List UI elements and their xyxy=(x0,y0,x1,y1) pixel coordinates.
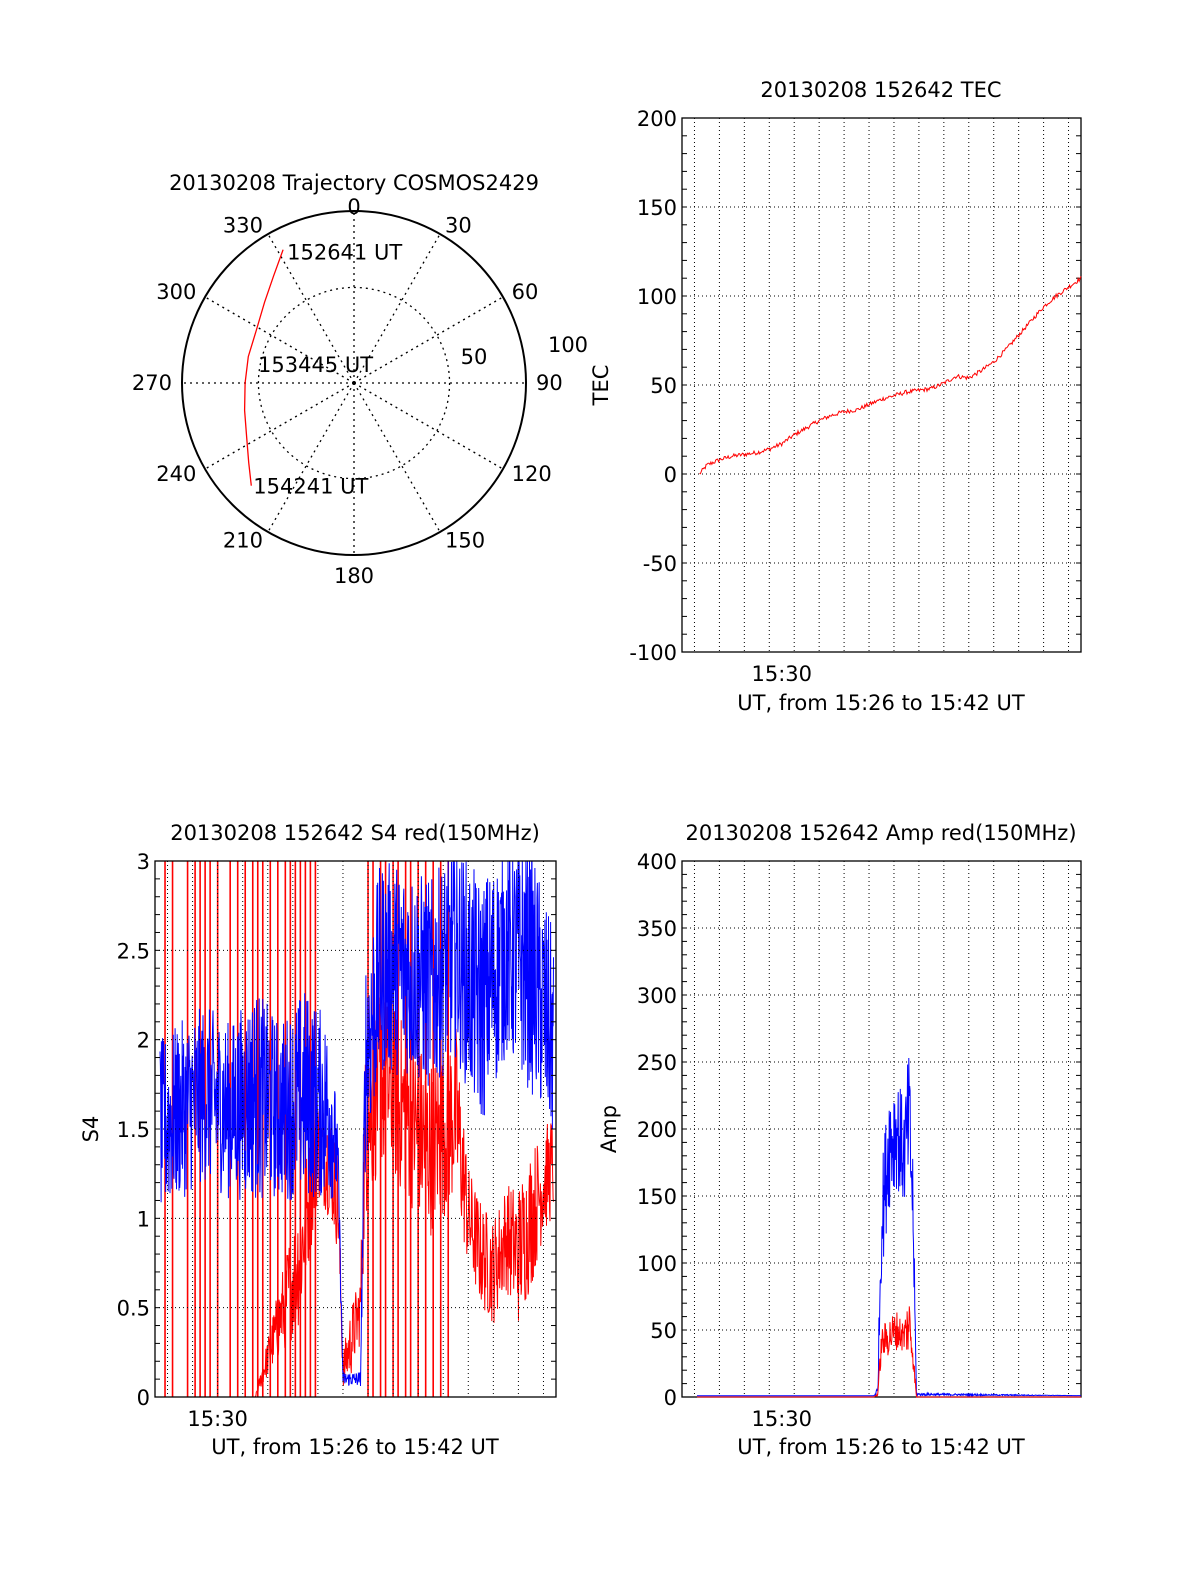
polar-spoke xyxy=(204,296,355,384)
tec-ytick-label: 200 xyxy=(637,107,677,131)
amp-series xyxy=(697,1057,1081,1398)
amp-xtick-label: 15:30 xyxy=(751,1407,812,1431)
tec-ytick-label: -50 xyxy=(643,552,677,576)
amp-blue-line xyxy=(697,1057,1081,1398)
amp-ytick-label: 50 xyxy=(650,1319,677,1343)
polar-azimuth-label: 330 xyxy=(223,213,263,237)
polar-annotation-end: 154241 UT xyxy=(253,475,368,499)
amp-ytick-label: 100 xyxy=(637,1252,677,1276)
tec-frame xyxy=(681,117,1082,653)
s4-ytick-label: 3 xyxy=(137,850,150,874)
amp-ytick-label: 0 xyxy=(664,1386,677,1410)
amp-ylabel: Amp xyxy=(597,1105,621,1153)
polar-spoke xyxy=(353,382,441,533)
polar-grid xyxy=(181,210,527,556)
polar-azimuth-label: 240 xyxy=(156,462,196,486)
s4-series xyxy=(159,860,554,1398)
amp-ytick-label: 300 xyxy=(637,984,677,1008)
tec-title: 20130208 152642 TEC xyxy=(760,78,1001,102)
polar-spoke xyxy=(353,382,504,470)
tec-ytick-label: 0 xyxy=(664,463,677,487)
polar-radial-label: 100 xyxy=(548,333,588,357)
s4-ytick-label: 1.5 xyxy=(117,1118,150,1142)
tec-plot: 20130208 152642 TEC TEC UT, from 15:26 t… xyxy=(589,78,1082,715)
tec-ytick-label: 100 xyxy=(637,285,677,309)
amp-plot: 20130208 152642 Amp red(150MHz) Amp UT, … xyxy=(597,821,1082,1459)
s4-ytick-label: 1 xyxy=(137,1207,150,1231)
tec-series xyxy=(699,276,1082,475)
tec-ytick-label: 50 xyxy=(650,374,677,398)
amp-ytick-label: 400 xyxy=(637,850,677,874)
tec-ytick-label: 150 xyxy=(637,196,677,220)
polar-azimuth-label: 30 xyxy=(445,213,472,237)
polar-azimuth-label: 90 xyxy=(536,371,563,395)
s4-frame xyxy=(154,860,557,1398)
amp-frame xyxy=(681,860,1082,1398)
polar-trajectory-line xyxy=(243,249,284,486)
polar-azimuth-label: 180 xyxy=(334,564,374,588)
polar-outer-ring xyxy=(181,210,527,556)
polar-azimuth-label: 210 xyxy=(223,529,263,553)
s4-xtick-label: 15:30 xyxy=(187,1407,248,1431)
s4-plot: 20130208 152642 S4 red(150MHz) S4 UT, fr… xyxy=(79,821,557,1459)
s4-axes: 0 0.5 1 1.5 2 2.5 3 15:30 xyxy=(117,850,557,1431)
amp-ytick-label: 250 xyxy=(637,1051,677,1075)
polar-annotation-start: 152641 UT xyxy=(287,241,402,265)
amp-axes: 0 50 100 150 200 250 300 350 400 15:30 xyxy=(637,850,1082,1431)
polar-radial-label: 50 xyxy=(461,345,488,369)
polar-annotation-mid: 153445 UT xyxy=(258,353,373,377)
polar-azimuth-label: 120 xyxy=(512,462,552,486)
amp-ytick-label: 150 xyxy=(637,1185,677,1209)
s4-ytick-label: 0 xyxy=(137,1386,150,1410)
tec-axes: -100 -50 0 50 100 150 200 15:30 xyxy=(629,107,1082,686)
tec-xlabel: UT, from 15:26 to 15:42 UT xyxy=(737,691,1025,715)
s4-ytick-label: 0.5 xyxy=(117,1297,150,1321)
tec-red-line xyxy=(699,276,1082,475)
polar-spoke xyxy=(204,382,355,470)
s4-blue-line xyxy=(159,860,554,1387)
s4-title: 20130208 152642 S4 red(150MHz) xyxy=(170,821,540,845)
s4-xlabel: UT, from 15:26 to 15:42 UT xyxy=(211,1435,499,1459)
polar-spoke xyxy=(353,296,504,384)
polar-title: 20130208 Trajectory COSMOS2429 xyxy=(169,171,539,195)
polar-azimuth-labels: 0 30 60 90 120 150 180 210 240 270 300 330 50 100 xyxy=(132,195,588,588)
tec-ylabel: TEC xyxy=(589,365,613,407)
polar-azimuth-label: 60 xyxy=(512,280,539,304)
polar-azimuth-label: 300 xyxy=(156,280,196,304)
tec-xtick-label: 15:30 xyxy=(751,662,812,686)
polar-trajectory: 152641 UT 153445 UT 154241 UT xyxy=(243,241,402,499)
s4-ytick-label: 2 xyxy=(137,1029,150,1053)
polar-spoke xyxy=(267,233,355,384)
s4-ytick-label: 2.5 xyxy=(117,939,150,963)
tec-ytick-label: -100 xyxy=(629,641,677,665)
polar-azimuth-label: 150 xyxy=(445,529,485,553)
polar-spoke xyxy=(353,233,441,384)
amp-ytick-label: 200 xyxy=(637,1118,677,1142)
polar-azimuth-label: 270 xyxy=(132,371,172,395)
polar-spoke xyxy=(267,382,355,533)
amp-xlabel: UT, from 15:26 to 15:42 UT xyxy=(737,1435,1025,1459)
polar-trajectory-plot: 20130208 Trajectory COSMOS2429 0 30 60 90 12… xyxy=(132,171,588,588)
amp-red-line xyxy=(697,1306,1081,1398)
s4-ylabel: S4 xyxy=(79,1116,103,1143)
polar-azimuth-label: 0 xyxy=(347,195,360,219)
amp-ytick-label: 350 xyxy=(637,917,677,941)
amp-title: 20130208 152642 Amp red(150MHz) xyxy=(685,821,1076,845)
